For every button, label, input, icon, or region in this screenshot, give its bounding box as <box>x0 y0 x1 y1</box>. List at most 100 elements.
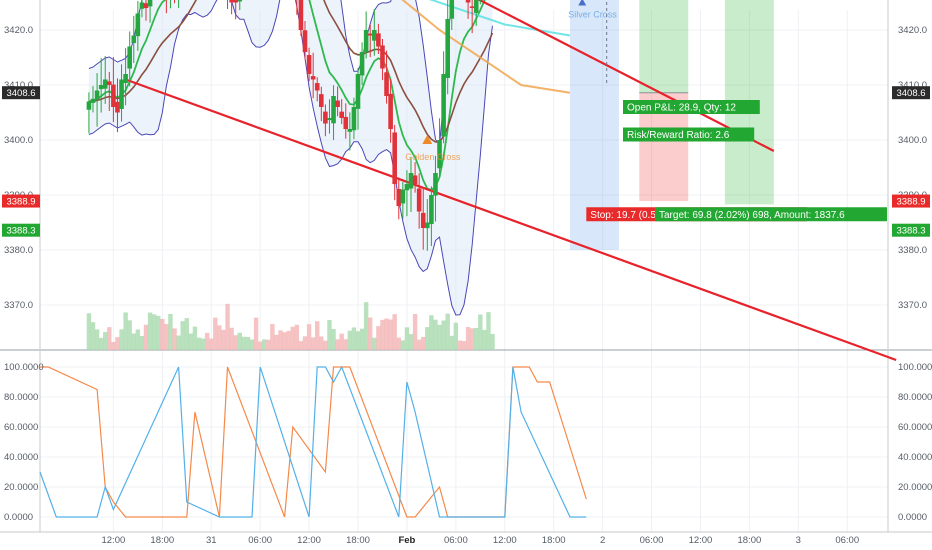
time-tick: 2 <box>600 535 605 546</box>
volume-bar <box>164 324 169 350</box>
volume-bar <box>351 327 357 350</box>
position-target-zone <box>639 0 689 93</box>
left-price-tag: 3388.3 <box>6 226 35 237</box>
candle-body <box>384 72 389 96</box>
volume-bar <box>107 327 112 350</box>
volume-bar <box>233 335 238 350</box>
volume-bar <box>376 326 381 350</box>
candle-body <box>131 35 137 44</box>
position1-rr-label-bg <box>623 127 755 142</box>
volume-bar <box>139 335 145 350</box>
bollinger-bands <box>88 0 493 316</box>
candle-body <box>331 96 336 124</box>
ema-slow-line <box>88 0 494 143</box>
silver-cross-marker <box>578 0 587 6</box>
volume-bar <box>282 332 287 350</box>
volume-bar <box>319 336 324 350</box>
volume-bar <box>384 318 389 350</box>
volume-bar <box>160 318 165 350</box>
volume-bar <box>294 324 300 350</box>
volume-bar <box>156 315 161 350</box>
candle-body <box>445 19 450 78</box>
volume-bars <box>86 302 495 350</box>
candle-body <box>94 90 100 100</box>
candle-body <box>367 33 373 36</box>
volume-bar <box>331 329 336 350</box>
candle-body <box>310 76 316 80</box>
volume-bar <box>111 341 116 350</box>
candle-body <box>335 100 340 107</box>
volume-bar <box>343 339 348 350</box>
candle-body <box>111 84 116 107</box>
volume-bar <box>196 337 202 350</box>
right-osc-tick: 20.0000 <box>898 482 932 493</box>
right-price-tag-bg <box>892 223 930 237</box>
candle-body <box>416 188 422 212</box>
volume-bar <box>388 319 393 350</box>
axes: 3370.03370.03380.03380.03390.03390.03400… <box>4 25 932 546</box>
volume-bar <box>192 326 198 350</box>
left-osc-tick: 60.0000 <box>4 422 38 433</box>
volume-bar <box>335 339 340 350</box>
candle-body <box>323 111 328 124</box>
left-price-tick: 3400.0 <box>4 135 33 146</box>
bollinger-lower-line <box>88 0 493 316</box>
candle-body <box>433 173 438 196</box>
silver-cross-label: Silver Cross <box>568 10 617 20</box>
time-tick: 31 <box>206 535 217 546</box>
candle-body <box>314 83 320 91</box>
volume-bar <box>461 341 467 350</box>
volume-bar <box>453 322 459 350</box>
volume-bar <box>229 327 234 350</box>
right-price-tag: 3388.3 <box>896 226 925 237</box>
volume-bar <box>213 317 218 350</box>
ema-cyan-line <box>428 0 571 37</box>
left-osc-tick: 40.0000 <box>4 452 38 463</box>
volume-bar <box>412 314 418 350</box>
candle-body <box>327 118 332 121</box>
volume-bar <box>315 321 320 350</box>
candle-body <box>298 0 304 30</box>
candle-body <box>388 93 393 129</box>
left-osc-tick: 80.0000 <box>4 392 38 403</box>
volume-bar <box>257 341 263 350</box>
price-labels: 3477.83459.83458.13437.500:473408.63388.… <box>2 86 930 237</box>
volume-bar <box>180 321 185 350</box>
golden-cross-label: Golden Cross <box>405 152 461 162</box>
position1-pnl-label-bg <box>623 100 760 114</box>
left-osc-tick: 20.0000 <box>4 482 38 493</box>
volume-bar <box>98 337 104 350</box>
candle-body <box>347 129 353 132</box>
volume-bar <box>368 317 373 350</box>
volume-bar <box>347 330 353 350</box>
candle-body <box>107 81 112 85</box>
candle-body <box>412 175 418 184</box>
volume-bar <box>380 319 385 350</box>
volume-bar <box>270 324 275 350</box>
candle-body <box>355 74 361 109</box>
volume-bar <box>363 302 369 350</box>
volume-bar <box>339 333 344 350</box>
candle-body <box>396 189 402 206</box>
volume-bar <box>290 326 295 350</box>
candle-body <box>404 184 410 191</box>
candle-body <box>102 79 108 89</box>
volume-bar <box>103 332 108 350</box>
position1-rr-label: Risk/Reward Ratio: 2.6 <box>627 130 730 141</box>
volume-bar <box>143 324 149 350</box>
time-tick: 12:00 <box>689 535 713 546</box>
time-tick: 18:00 <box>150 535 174 546</box>
time-tick: Feb <box>398 535 415 546</box>
volume-bar <box>253 317 259 350</box>
candle-body <box>302 30 308 52</box>
candle-body <box>359 52 365 76</box>
left-price-tick: 3370.0 <box>4 300 33 311</box>
position2-target-label: Target: 69.8 (2.02%) 698, Amount: 1837.6 <box>659 210 845 221</box>
candle-body <box>119 79 124 109</box>
left-price-tag: 3388.9 <box>6 197 35 208</box>
volume-bar <box>262 339 267 350</box>
left-price-tick: 3420.0 <box>4 25 33 36</box>
time-tick: 06:00 <box>640 535 664 546</box>
right-price-tag: 3388.9 <box>896 197 925 208</box>
